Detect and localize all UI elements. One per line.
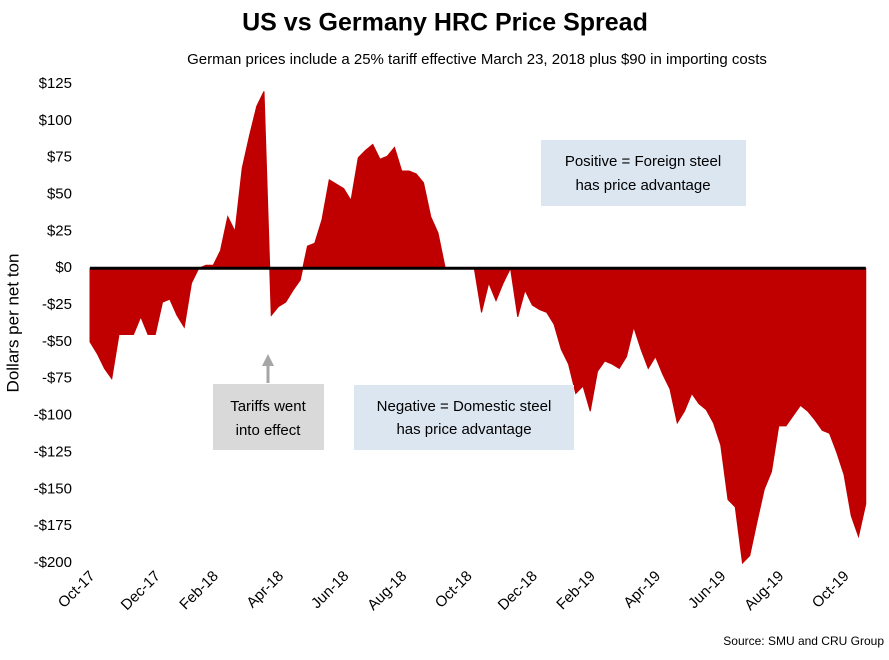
annotation: has price advantage [575, 177, 710, 194]
y-tick-label: -$75 [42, 370, 72, 387]
annotation: Tariffs went [230, 398, 306, 415]
y-tick-label: -$175 [34, 517, 72, 534]
chart-subtitle: German prices include a 25% tariff effec… [187, 51, 767, 68]
annotation-box [541, 140, 746, 206]
y-tick-label: $0 [55, 259, 72, 276]
y-tick-label: $25 [47, 222, 72, 239]
y-tick-label: $50 [47, 186, 72, 203]
area [89, 91, 867, 565]
y-axis-label: Dollars per net ton [3, 254, 22, 393]
annotation: Negative = Domestic steel [377, 398, 552, 415]
arrow-head [262, 354, 274, 366]
y-tick-label: -$25 [42, 296, 72, 313]
y-tick-label: $100 [39, 112, 72, 129]
y-tick-label: $125 [39, 75, 72, 92]
annotation: has price advantage [396, 421, 531, 438]
y-tick-label: $75 [47, 149, 72, 166]
annotation-box [354, 385, 574, 450]
annotation: Positive = Foreign steel [565, 153, 721, 170]
annotation-box [213, 384, 324, 450]
y-tick-label: -$150 [34, 480, 72, 497]
chart-title: US vs Germany HRC Price Spread [242, 9, 648, 37]
y-tick-label: -$125 [34, 443, 72, 460]
y-tick-label: -$100 [34, 407, 72, 424]
annotation: into effect [236, 422, 302, 439]
y-tick-label: -$50 [42, 333, 72, 350]
source: Source: SMU and CRU Group [723, 634, 884, 648]
y-tick-label: -$200 [34, 554, 72, 571]
